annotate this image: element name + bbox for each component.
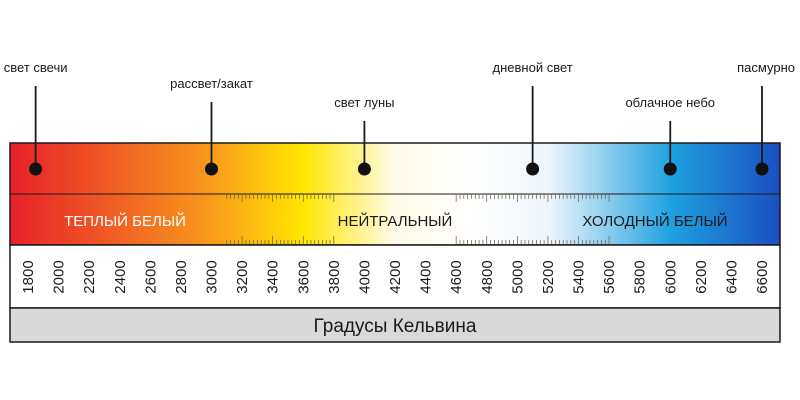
- tick-label: 6000: [662, 260, 679, 293]
- tick-label: 2200: [81, 260, 98, 293]
- markers: свет свечи рассвет/закат свет луны дневной …: [4, 60, 795, 176]
- tick-label: 2600: [142, 260, 159, 293]
- tick-label: 5400: [571, 260, 588, 293]
- tick-label: 6400: [723, 260, 740, 293]
- tick-label: 1800: [20, 260, 37, 293]
- tick-label: 3200: [234, 260, 251, 293]
- marker-label: пасмурно: [737, 60, 795, 75]
- tick-label: 2400: [112, 260, 129, 293]
- marker-label: свет свечи: [4, 60, 68, 75]
- ruler-ticks: [226, 194, 610, 245]
- zone-label-cool: ХОЛОДНЫЙ БЕЛЫЙ: [582, 212, 727, 230]
- marker-label: дневной свет: [493, 60, 573, 75]
- tick-label: 4400: [418, 260, 435, 293]
- tick-label: 3400: [265, 260, 282, 293]
- tick-label: 2800: [173, 260, 190, 293]
- marker-dot: [526, 162, 540, 176]
- tick-label: 3600: [295, 260, 312, 293]
- tick-label: 5800: [632, 260, 649, 293]
- tick-label: 4600: [448, 260, 465, 293]
- tick-label: 5000: [509, 260, 526, 293]
- tick-label: 4200: [387, 260, 404, 293]
- tick-label: 6600: [754, 260, 771, 293]
- marker-dot: [663, 162, 677, 176]
- tick-label: 5200: [540, 260, 557, 293]
- zone-label-neutral: НЕЙТРАЛЬНЫЙ: [338, 212, 453, 230]
- caption-text: Градусы Кельвина: [314, 316, 477, 337]
- tick-label: 2000: [51, 260, 68, 293]
- tick-label: 4000: [356, 260, 373, 293]
- tick-labels: 1800 2000 2200 2400 2600 2800 3000 3200 3400 3600…: [20, 260, 771, 293]
- tick-label: 3800: [326, 260, 343, 293]
- marker-dot: [755, 162, 769, 176]
- tick-label: 5600: [601, 260, 618, 293]
- caption-bar: [9, 307, 781, 343]
- marker-label: свет луны: [334, 95, 394, 110]
- marker-label: облачное небо: [625, 95, 715, 110]
- marker-dot: [357, 162, 371, 176]
- marker-dot: [205, 162, 218, 176]
- tick-label: 6200: [693, 260, 710, 293]
- marker-dot: [29, 162, 43, 176]
- marker-label: рассвет/закат: [170, 76, 253, 91]
- zone-label-warm: ТЕПЛЫЙ БЕЛЫЙ: [64, 212, 186, 230]
- tick-label: 4800: [479, 260, 496, 293]
- tick-label: 3000: [204, 260, 221, 293]
